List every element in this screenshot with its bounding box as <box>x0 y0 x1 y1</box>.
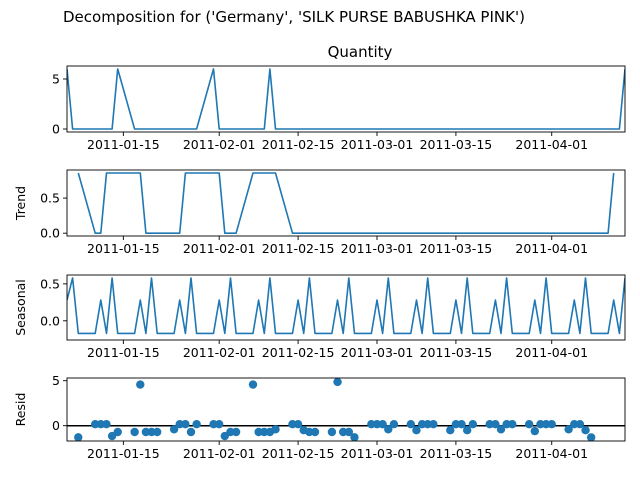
x-tick-label: 2011-02-01 <box>183 345 256 360</box>
trend-line <box>77 172 615 234</box>
x-tick-label: 2011-02-15 <box>262 241 335 256</box>
axes-frame <box>66 377 626 442</box>
resid-point <box>581 426 590 435</box>
resid-point <box>350 433 359 441</box>
y-tick-label: 5 <box>52 72 60 87</box>
resid-point <box>186 427 196 437</box>
y-tick-label: 0 <box>52 418 60 433</box>
y-tick-label: 0.5 <box>40 276 60 291</box>
x-tick-label: 2011-01-15 <box>87 137 160 152</box>
resid-point <box>530 426 540 436</box>
resid-point <box>333 378 342 387</box>
x-tick-label: 2011-02-15 <box>262 137 335 152</box>
x-tick-label: 2011-02-01 <box>183 137 256 152</box>
resid-point <box>74 433 83 441</box>
resid-point <box>130 427 139 437</box>
resid-point <box>113 427 122 437</box>
resid-point <box>136 380 145 389</box>
resid-point <box>524 419 534 429</box>
resid-point <box>181 419 190 429</box>
y-tick-label: 0.0 <box>40 226 60 241</box>
resid-point <box>496 425 506 434</box>
x-tick-label: 2011-04-01 <box>515 446 588 461</box>
x-tick-label: 2011-02-15 <box>262 446 335 461</box>
resid-point <box>457 419 466 429</box>
resid-point <box>586 433 596 441</box>
y-axis-label: Trend <box>13 186 28 221</box>
x-tick-label: 2011-03-15 <box>420 446 493 461</box>
axes-frame <box>66 65 626 133</box>
x-tick-label: 2011-02-15 <box>262 345 335 360</box>
panel-title: Quantity <box>328 43 393 61</box>
resid-point <box>248 380 258 389</box>
resid-point <box>327 427 337 437</box>
x-tick-label: 2011-03-15 <box>420 345 493 360</box>
x-tick-label: 2011-04-01 <box>515 137 588 152</box>
resid-point <box>468 419 478 429</box>
resid-point <box>429 419 438 429</box>
resid-point <box>378 419 387 429</box>
panel-resid: 0 5 2011-01-15 2011-02-01 2011-02-15 2011-03-… <box>13 373 626 461</box>
panels-group: 0 5 2011-01-15 2011-02-01 2011-02-15 2011-03-… <box>13 43 626 461</box>
x-tick-label: 2011-04-01 <box>515 345 588 360</box>
axes-frame <box>66 274 626 341</box>
x-tick-label: 2011-02-01 <box>183 241 256 256</box>
resid-point <box>214 419 224 429</box>
x-tick-label: 2011-03-15 <box>420 137 493 152</box>
x-tick-label: 2011-03-01 <box>341 137 414 152</box>
axes-frame <box>66 169 626 237</box>
x-tick-label: 2011-03-01 <box>341 241 414 256</box>
resid-point <box>310 427 320 437</box>
panel-observed: 0 5 2011-01-15 2011-02-01 2011-02-15 2011-03-… <box>52 43 626 152</box>
resid-point <box>293 419 303 429</box>
resid-point <box>575 419 585 429</box>
resid-point <box>564 425 573 434</box>
resid-point <box>384 425 393 434</box>
y-tick-label: 0 <box>52 122 60 137</box>
resid-point <box>462 426 472 435</box>
y-axis-label: Seasonal <box>13 279 28 336</box>
resid-point <box>102 419 111 429</box>
resid-point <box>192 419 201 429</box>
resid-point <box>547 419 556 429</box>
x-tick-label: 2011-01-15 <box>87 446 160 461</box>
resid-point <box>412 426 421 435</box>
x-tick-label: 2011-03-01 <box>341 345 414 360</box>
x-tick-label: 2011-04-01 <box>515 241 588 256</box>
resid-point <box>406 419 416 429</box>
resid-point <box>169 425 179 434</box>
figure-suptitle: Decomposition for ('Germany', 'SILK PURS… <box>63 8 525 26</box>
panel-seasonal: 0.0 0.5 2011-01-15 2011-02-01 2011-02-15 2011… <box>13 274 626 360</box>
resid-point <box>271 425 280 434</box>
resid-point <box>344 427 354 437</box>
x-tick-label: 2011-03-01 <box>341 446 414 461</box>
y-axis-label: Resid <box>13 393 28 427</box>
resid-point <box>231 427 241 437</box>
x-tick-label: 2011-01-15 <box>87 345 160 360</box>
x-tick-label: 2011-03-15 <box>420 241 493 256</box>
x-tick-label: 2011-01-15 <box>87 241 160 256</box>
x-tick-label: 2011-02-01 <box>183 446 256 461</box>
y-tick-label: 5 <box>52 373 60 388</box>
observed-line <box>67 68 625 130</box>
y-tick-label: 0.5 <box>40 191 60 206</box>
resid-point <box>389 419 399 429</box>
resid-point <box>508 419 517 429</box>
resid-point <box>491 419 500 429</box>
resid-point <box>446 426 455 435</box>
resid-point <box>152 427 162 437</box>
seasonal-line <box>67 277 625 335</box>
y-tick-label: 0.0 <box>40 313 60 328</box>
panel-trend: 0.0 0.5 2011-01-15 2011-02-01 2011-02-15 2011… <box>13 169 626 256</box>
